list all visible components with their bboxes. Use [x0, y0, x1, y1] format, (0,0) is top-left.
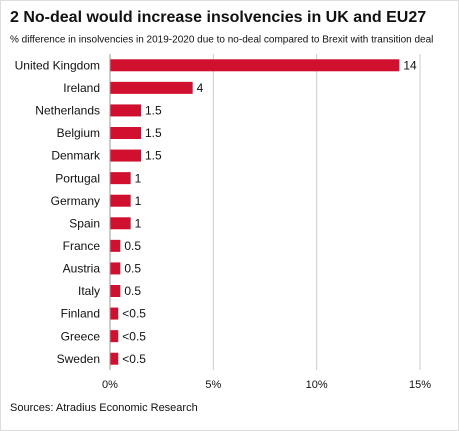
value-label: <0.5 [122, 307, 146, 321]
y-tick-label: Greece [61, 329, 101, 343]
bar [110, 262, 121, 275]
y-tick-label: Netherlands [35, 104, 100, 118]
value-label: <0.5 [122, 329, 146, 343]
value-label: 1 [135, 216, 142, 230]
bar [110, 194, 131, 207]
x-tick-label: 5% [205, 379, 221, 391]
chart-title: 2 No-deal would increase insolvencies in… [10, 9, 426, 26]
y-tick-label: Finland [61, 307, 100, 321]
y-tick-label: Ireland [63, 81, 100, 95]
y-tick-label: Spain [69, 216, 100, 230]
chart-subtitle: % difference in insolvencies in 2019-202… [10, 35, 433, 46]
value-label: 0.5 [124, 262, 141, 276]
x-tick-label: 10% [306, 379, 328, 391]
y-tick-label: Germany [51, 194, 100, 208]
value-label: 0.5 [124, 284, 141, 298]
value-label: 14 [403, 58, 417, 72]
y-tick-label: Sweden [57, 352, 100, 366]
bar [110, 81, 193, 94]
x-tick-label: 0% [102, 379, 118, 391]
y-tick-label: Austria [63, 262, 101, 276]
value-label: 4 [197, 81, 204, 95]
value-label: <0.5 [122, 352, 146, 366]
y-tick-label: Belgium [57, 126, 100, 140]
bar [110, 285, 121, 297]
bar [110, 104, 141, 117]
bar [110, 239, 121, 252]
y-tick-label: Denmark [51, 149, 101, 163]
y-tick-label: Italy [78, 284, 100, 298]
source: Sources: Atradius Economic Research [10, 402, 198, 414]
bar [110, 149, 141, 162]
x-tick-label: 15% [409, 379, 431, 391]
value-label: 1.5 [145, 126, 162, 140]
value-label: 1.5 [145, 149, 162, 163]
y-tick-label: France [63, 239, 101, 253]
bar [110, 352, 119, 365]
bar [110, 172, 131, 185]
bar [110, 307, 119, 320]
value-label: 0.5 [124, 239, 141, 253]
value-label: 1 [135, 194, 142, 208]
bar [110, 330, 119, 343]
y-tick-label: Portugal [55, 171, 100, 185]
bar [110, 59, 400, 72]
value-label: 1 [135, 171, 142, 185]
y-tick-label: United Kingdom [15, 58, 100, 72]
value-label: 1.5 [145, 104, 162, 118]
bar [110, 217, 131, 230]
bar [110, 127, 141, 139]
